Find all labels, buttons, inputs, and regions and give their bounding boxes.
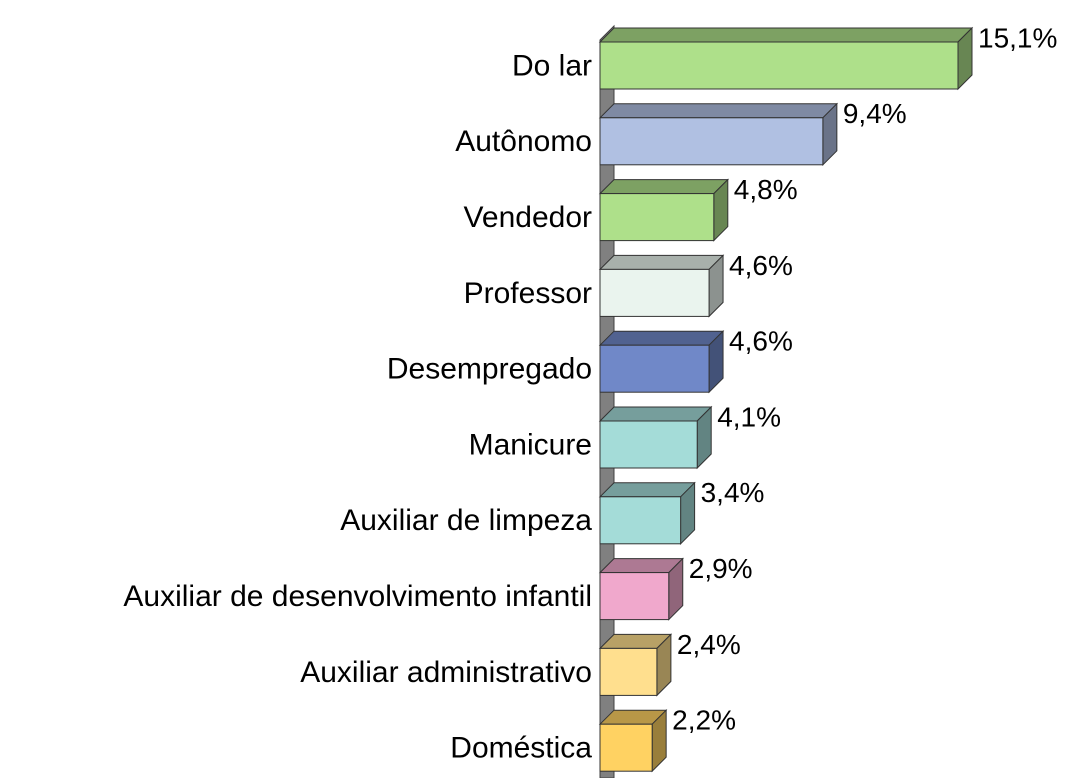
category-label: Manicure <box>469 428 592 461</box>
bar-top <box>598 254 725 270</box>
bar <box>599 723 653 772</box>
bar <box>599 193 715 242</box>
category-label: Desempregado <box>387 353 592 386</box>
bar-top <box>598 27 974 43</box>
category-label: Auxiliar administrativo <box>300 656 592 689</box>
value-label: 4,6% <box>729 326 793 357</box>
value-label: 4,1% <box>717 401 781 432</box>
bar <box>599 268 710 317</box>
bar <box>599 496 682 545</box>
bar-top <box>598 103 839 119</box>
value-label: 2,2% <box>672 705 736 736</box>
bar-top <box>598 330 725 346</box>
bar-top <box>598 406 713 422</box>
bar <box>599 572 670 621</box>
bar <box>599 420 698 469</box>
category-label: Doméstica <box>450 732 592 765</box>
bar <box>599 117 824 166</box>
category-label: Do lar <box>512 49 592 82</box>
value-label: 2,4% <box>677 629 741 660</box>
value-label: 4,8% <box>734 174 798 205</box>
category-label: Autônomo <box>455 125 592 158</box>
category-label: Vendedor <box>464 201 592 234</box>
category-label: Auxiliar de desenvolvimento infantil <box>123 580 592 613</box>
category-label: Auxiliar de limpeza <box>340 504 592 537</box>
bar-top <box>598 482 696 498</box>
value-label: 4,6% <box>729 250 793 281</box>
value-label: 2,9% <box>689 553 753 584</box>
bar <box>599 41 959 90</box>
bar <box>599 344 710 393</box>
bar-top <box>598 179 730 195</box>
value-label: 15,1% <box>978 22 1057 53</box>
bar <box>599 647 658 696</box>
category-label: Professor <box>464 277 592 310</box>
value-label: 9,4% <box>843 98 907 129</box>
value-label: 3,4% <box>701 477 765 508</box>
